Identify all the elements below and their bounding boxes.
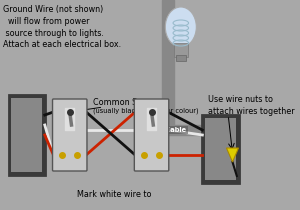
Bar bbox=[202, 115, 238, 183]
FancyBboxPatch shape bbox=[134, 99, 169, 171]
Text: Mark white wire to: Mark white wire to bbox=[77, 190, 152, 199]
Text: Ground Wire (not shown)
  will flow from power
 source through to lights.
Attach: Ground Wire (not shown) will flow from p… bbox=[3, 5, 121, 49]
Bar bbox=[205, 118, 236, 180]
Text: Common Screw: Common Screw bbox=[93, 98, 157, 107]
Bar bbox=[9, 95, 45, 175]
Bar bbox=[176, 55, 186, 61]
Bar bbox=[174, 43, 188, 57]
Text: Use wire nuts to
attach wires together: Use wire nuts to attach wires together bbox=[208, 95, 295, 116]
Text: (usually black or copper colour): (usually black or copper colour) bbox=[93, 107, 199, 113]
Polygon shape bbox=[226, 148, 238, 162]
Ellipse shape bbox=[165, 7, 196, 47]
Bar bbox=[11, 98, 42, 172]
Text: 2 Wire Cable: 2 Wire Cable bbox=[140, 127, 187, 133]
FancyBboxPatch shape bbox=[52, 99, 87, 171]
